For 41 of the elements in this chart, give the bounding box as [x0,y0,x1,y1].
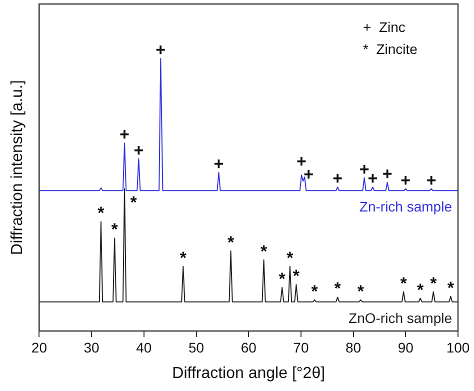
x-tick-label: 60 [240,339,257,356]
text: * Zincite [363,41,418,57]
x-tick-label: 40 [136,339,152,356]
annotation: + [368,169,378,188]
annotation: + [134,140,144,160]
x-tick-label: 70 [293,339,309,356]
annotation: * [180,248,187,268]
annotation: + [214,154,224,174]
annotation: * [447,278,454,298]
x-tick-label: 30 [84,339,100,356]
x-tick-label: 100 [446,339,470,356]
series-label: ZnO-rich sample [348,310,452,326]
series-label: Zn-rich sample [359,198,452,215]
y-axis-title: Diffraction intensity [a.u.] [9,80,26,255]
annotation: * [334,279,342,298]
annotation: * [286,248,294,268]
annotation: + [332,169,343,188]
x-tick-label: 50 [188,339,204,356]
annotation: + [382,164,392,184]
annotation: * [430,274,438,293]
annotation: * [357,282,364,301]
annotation: * [227,232,234,252]
annotation: + [426,170,436,190]
annotation: + [400,170,411,190]
x-tick-label: 20 [31,339,48,356]
annotation: * [111,220,118,240]
annotation: * [278,269,286,288]
annotation: * [130,192,138,212]
annotation: * [98,204,105,223]
text: + Zinc [363,19,406,35]
annotation: + [359,160,370,179]
annotation: * [311,282,318,301]
annotation: + [156,40,166,60]
x-tick-label: 90 [398,339,414,356]
annotation: * [292,266,300,286]
annotation: * [400,274,408,293]
annotation: + [120,125,130,144]
x-tick-label: 80 [346,339,362,356]
annotation: * [260,242,268,261]
annotation: * [416,280,424,300]
x-axis-title: Diffraction angle [°2θ] [172,364,326,382]
